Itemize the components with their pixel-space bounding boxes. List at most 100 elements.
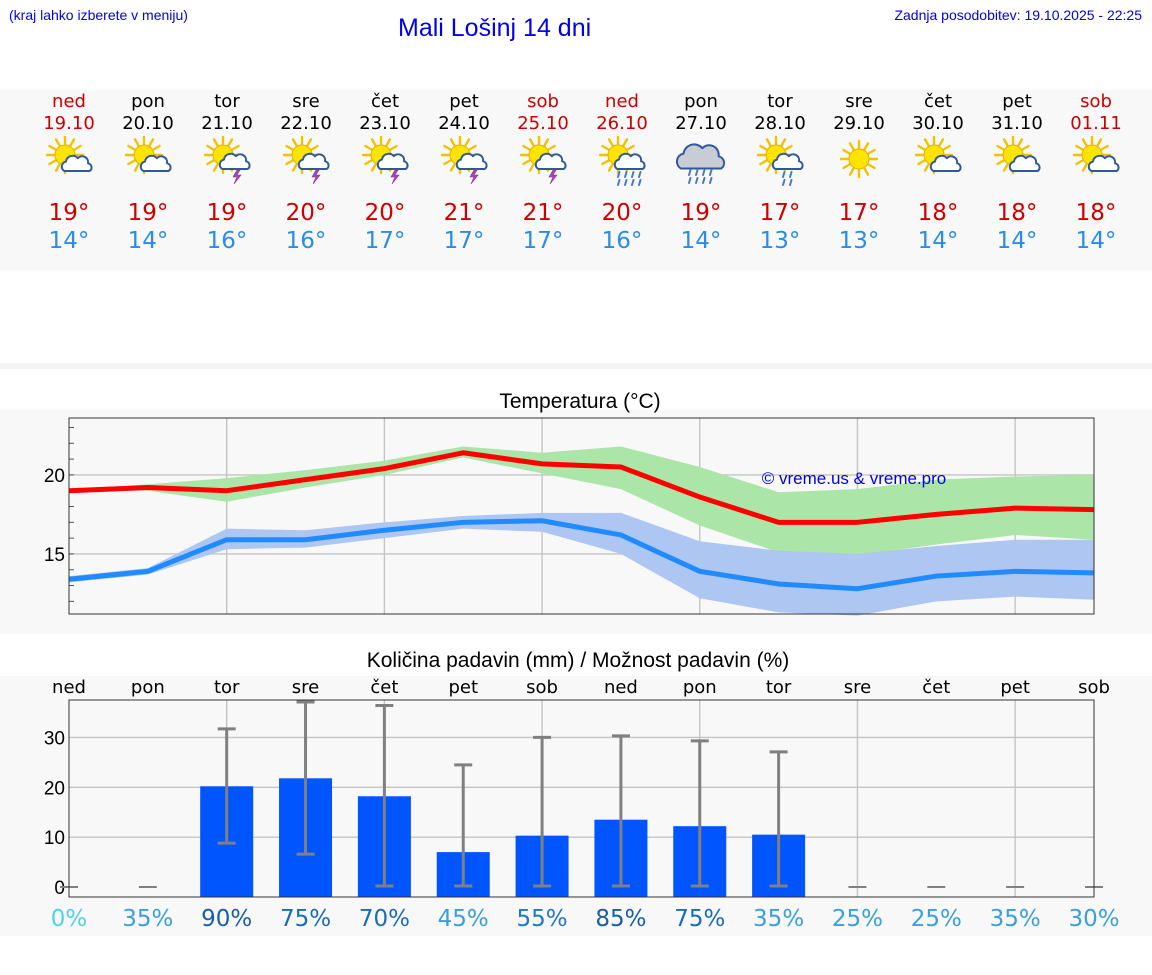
max-temp: 21° xyxy=(444,200,485,226)
precip-probability: 75% xyxy=(280,906,331,932)
precip-probability: 25% xyxy=(911,906,962,932)
min-temp: 14° xyxy=(918,228,959,254)
precip-day-label: pet xyxy=(1000,677,1030,698)
precip-day-label: ned xyxy=(52,677,86,698)
precip-probability: 25% xyxy=(832,906,883,932)
day-date: 01.11 xyxy=(1070,113,1122,134)
precip-probability: 75% xyxy=(674,906,725,932)
day-date: 19.10 xyxy=(43,113,95,134)
max-temp-line xyxy=(68,450,1095,525)
min-temp: 14° xyxy=(128,228,169,254)
max-temp-range-band xyxy=(69,446,1094,556)
day-date: 21.10 xyxy=(201,113,253,134)
precip-error-bar xyxy=(296,700,315,856)
precip-probability: 85% xyxy=(595,906,646,932)
precip-probability: 90% xyxy=(201,906,252,932)
forecast-strip xyxy=(0,90,1152,270)
precip-probability: 35% xyxy=(990,906,1041,932)
precip-probability: 45% xyxy=(438,906,489,932)
min-temp: 13° xyxy=(760,228,801,254)
last-update: Zadnja posodobitev: 19.10.2025 - 22:25 xyxy=(894,7,1142,23)
day-date: 26.10 xyxy=(596,113,648,134)
day-date: 29.10 xyxy=(833,113,885,134)
max-temp: 18° xyxy=(918,200,959,226)
max-temp: 21° xyxy=(523,200,564,226)
day-name: tor xyxy=(214,91,240,112)
min-temp: 13° xyxy=(839,228,880,254)
max-temp: 18° xyxy=(997,200,1038,226)
day-name: čet xyxy=(371,91,399,112)
day-name: tor xyxy=(767,91,793,112)
precip-probability: 55% xyxy=(517,906,568,932)
min-temp: 14° xyxy=(1076,228,1117,254)
temperature-title: Temperatura (°C) xyxy=(499,390,660,413)
min-temp: 16° xyxy=(207,228,248,254)
min-temp: 14° xyxy=(997,228,1038,254)
day-date: 28.10 xyxy=(754,113,806,134)
precip-probability: 35% xyxy=(753,906,804,932)
precip-day-label: sob xyxy=(1078,677,1110,698)
precip-day-label: pon xyxy=(683,677,717,698)
day-name: sob xyxy=(1080,91,1112,112)
precip-probability: 0% xyxy=(51,906,88,932)
precip-probability: 70% xyxy=(359,906,410,932)
max-temp: 20° xyxy=(602,200,643,226)
min-temp-line xyxy=(68,518,1095,592)
min-temp: 14° xyxy=(49,228,90,254)
precip-probability: 30% xyxy=(1068,906,1119,932)
precip-day-label: sre xyxy=(844,677,871,698)
precip-day-label: sre xyxy=(292,677,319,698)
precip-probability: 35% xyxy=(122,906,173,932)
min-temp: 16° xyxy=(602,228,643,254)
temperature-ytick: 20 xyxy=(44,466,65,487)
sun-cloud-thunder-icon xyxy=(440,135,488,185)
max-temp: 17° xyxy=(760,200,801,226)
sun-cloud-icon xyxy=(993,135,1041,175)
max-temp: 19° xyxy=(49,200,90,226)
sun-cloud-thunder-icon xyxy=(203,135,251,185)
menu-hint[interactable]: (kraj lahko izberete v meniju) xyxy=(9,7,188,23)
max-temp: 18° xyxy=(1076,200,1117,226)
day-date: 23.10 xyxy=(359,113,411,134)
sun-cloud-icon xyxy=(1072,135,1120,175)
precip-day-label: pet xyxy=(448,677,478,698)
sun-cloud-rain-icon xyxy=(598,135,646,186)
precip-day-label: pon xyxy=(131,677,165,698)
cloud-rain-icon xyxy=(675,143,726,184)
max-temp: 19° xyxy=(128,200,169,226)
day-date: 31.10 xyxy=(991,113,1043,134)
day-name: sre xyxy=(292,91,319,112)
day-name: pet xyxy=(449,91,479,112)
max-temp: 20° xyxy=(365,200,406,226)
min-temp: 16° xyxy=(286,228,327,254)
day-name: sob xyxy=(527,91,559,112)
day-date: 22.10 xyxy=(280,113,332,134)
precip-error-bar xyxy=(454,763,473,888)
precip-error-bar xyxy=(611,734,630,888)
sun-cloud-icon xyxy=(45,135,93,175)
max-temp: 20° xyxy=(286,200,327,226)
max-temp: 19° xyxy=(681,200,722,226)
sun-cloud-icon xyxy=(124,135,172,175)
precip-day-label: tor xyxy=(214,677,240,698)
day-name: pon xyxy=(131,91,165,112)
sun-cloud-thunder-icon xyxy=(282,135,330,185)
sun-cloud-icon xyxy=(914,135,962,175)
precip-ytick: 10 xyxy=(44,828,65,849)
day-date: 30.10 xyxy=(912,113,964,134)
precip-day-label: čet xyxy=(370,677,398,698)
day-date: 27.10 xyxy=(675,113,727,134)
min-temp: 14° xyxy=(681,228,722,254)
day-name: pet xyxy=(1002,91,1032,112)
precip-ytick: 20 xyxy=(44,778,65,799)
max-temp: 19° xyxy=(207,200,248,226)
day-name: pon xyxy=(684,91,718,112)
day-name: ned xyxy=(605,91,639,112)
min-temp: 17° xyxy=(523,228,564,254)
precip-error-bar xyxy=(375,703,394,888)
day-name: čet xyxy=(924,91,952,112)
precip-error-bar xyxy=(690,739,709,888)
day-date: 24.10 xyxy=(438,113,490,134)
precip-day-label: čet xyxy=(922,677,950,698)
day-name: ned xyxy=(52,91,86,112)
